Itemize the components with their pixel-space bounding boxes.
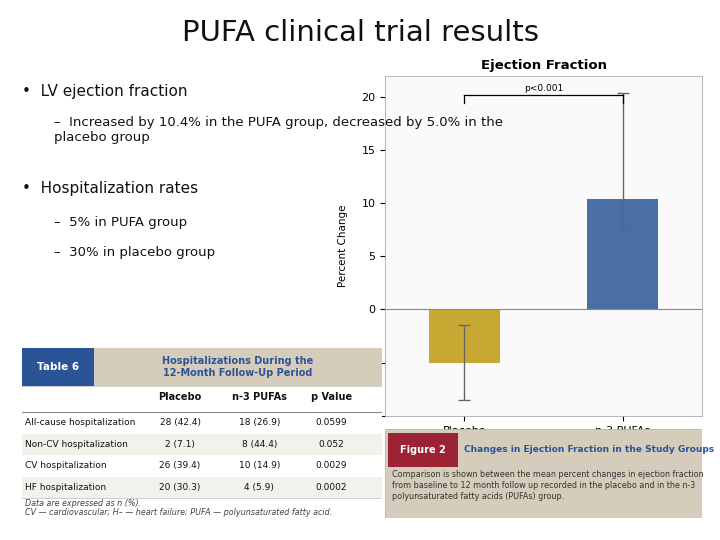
Text: Comparison is shown between the mean percent changes in ejection fraction
from b: Comparison is shown between the mean per… [392, 470, 703, 502]
Text: 0.0599: 0.0599 [315, 418, 347, 427]
Text: CV hospitalization: CV hospitalization [25, 461, 107, 470]
Text: 4 (5.9): 4 (5.9) [244, 483, 274, 492]
Text: 8 (44.4): 8 (44.4) [241, 440, 277, 449]
Bar [588, 199, 659, 309]
FancyBboxPatch shape [22, 348, 94, 386]
Text: 0.0029: 0.0029 [315, 461, 347, 470]
Text: Non-CV hospitalization: Non-CV hospitalization [25, 440, 128, 449]
Text: Changes in Ejection Fraction in the Study Groups: Changes in Ejection Fraction in the Stud… [464, 446, 714, 454]
Text: 18 (26.9): 18 (26.9) [238, 418, 280, 427]
Text: 0.0002: 0.0002 [315, 483, 347, 492]
Text: •  Hospitalization rates: • Hospitalization rates [22, 181, 198, 196]
Text: p<0.001: p<0.001 [524, 84, 563, 93]
Text: CV — cardiovascular; H– — heart failure; PUFA — polyunsaturated fatty acid.: CV — cardiovascular; H– — heart failure;… [25, 508, 333, 517]
FancyBboxPatch shape [94, 348, 382, 386]
Bar [429, 309, 500, 363]
Text: PUFA clinical trial results: PUFA clinical trial results [181, 19, 539, 47]
Text: •  LV ejection fraction: • LV ejection fraction [22, 84, 187, 99]
Text: 10 (14.9): 10 (14.9) [238, 461, 280, 470]
FancyBboxPatch shape [22, 455, 382, 476]
Text: 26 (39.4): 26 (39.4) [159, 461, 201, 470]
Text: –  Increased by 10.4% in the PUFA group, decreased by 5.0% in the
placebo group: – Increased by 10.4% in the PUFA group, … [54, 116, 503, 144]
Text: Hospitalizations During the
12-Month Follow-Up Period: Hospitalizations During the 12-Month Fol… [162, 356, 313, 378]
FancyBboxPatch shape [22, 476, 382, 498]
Text: Figure 2: Figure 2 [400, 445, 446, 455]
FancyBboxPatch shape [385, 429, 702, 518]
Text: Table 6: Table 6 [37, 362, 78, 372]
Text: p Value: p Value [310, 392, 352, 402]
Text: HF hospitalization: HF hospitalization [25, 483, 107, 492]
Text: All-cause hospitalization: All-cause hospitalization [25, 418, 135, 427]
Text: –  30% in placebo group: – 30% in placebo group [54, 246, 215, 259]
Text: 28 (42.4): 28 (42.4) [160, 418, 200, 427]
FancyBboxPatch shape [22, 412, 382, 434]
Text: 2 (7.1): 2 (7.1) [165, 440, 195, 449]
Text: 0.052: 0.052 [318, 440, 344, 449]
Text: n-3 PUFAs: n-3 PUFAs [232, 392, 287, 402]
Text: Data are expressed as n (%).: Data are expressed as n (%). [25, 500, 141, 509]
FancyBboxPatch shape [388, 433, 458, 467]
Text: 20 (30.3): 20 (30.3) [159, 483, 201, 492]
Y-axis label: Percent Change: Percent Change [338, 205, 348, 287]
Title: Ejection Fraction: Ejection Fraction [481, 59, 607, 72]
FancyBboxPatch shape [22, 434, 382, 455]
Text: –  5% in PUFA group: – 5% in PUFA group [54, 216, 187, 229]
Text: Placebo: Placebo [158, 392, 202, 402]
